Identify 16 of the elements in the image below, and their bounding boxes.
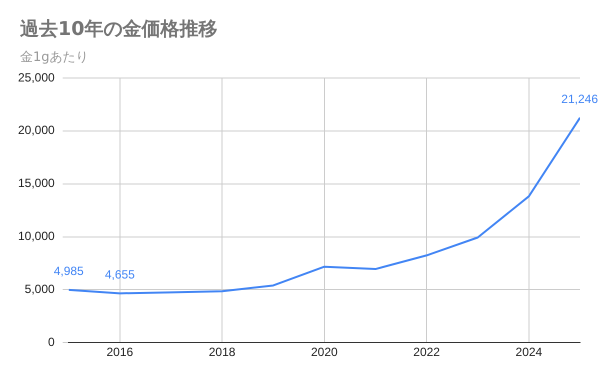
x-tick-label: 2020: [311, 345, 338, 360]
x-tick-label: 2024: [516, 345, 543, 360]
x-tick-label: 2016: [106, 345, 134, 360]
y-tick-label: 0: [48, 334, 56, 349]
y-tick-label: 25,000: [18, 70, 56, 84]
y-tick-label: 5,000: [24, 282, 56, 296]
data-label: 21,246: [561, 92, 598, 106]
chart-title: 過去10年の金価格推移: [20, 17, 218, 42]
y-tick-label: 15,000: [18, 176, 56, 190]
x-tick-label: 2022: [413, 345, 440, 360]
data-label: 4,655: [104, 268, 136, 282]
chart-subtitle: 金1gあたり: [20, 49, 89, 66]
y-tick-label: 20,000: [18, 123, 56, 138]
x-tick-label: 2018: [208, 345, 236, 360]
y-tick-label: 10,000: [18, 229, 56, 244]
data-label: 4,985: [54, 264, 84, 278]
